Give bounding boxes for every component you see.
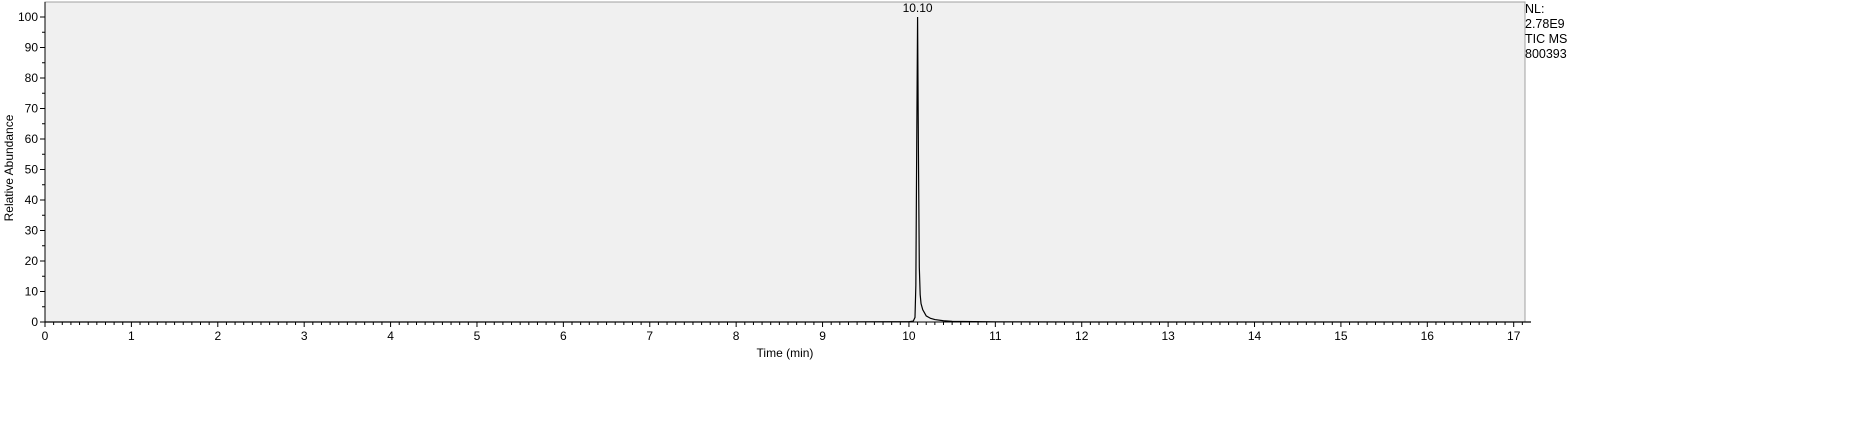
x-tick-label: 2 (214, 329, 221, 343)
x-tick-label: 1 (128, 329, 135, 343)
y-tick-label: 40 (25, 193, 39, 207)
x-tick-label: 0 (42, 329, 49, 343)
x-tick-label: 16 (1421, 329, 1435, 343)
trace-annotation: NL: 2.78E9 TIC MS 800393 (1525, 2, 1567, 62)
x-tick-label: 12 (1075, 329, 1089, 343)
x-tick-label: 11 (989, 329, 1002, 343)
y-tick-label: 50 (25, 163, 39, 177)
nl-value: 2.78E9 (1525, 17, 1565, 31)
scan-type: TIC MS (1525, 32, 1568, 46)
x-tick-label: 4 (387, 329, 394, 343)
peak-label: 10.10 (903, 1, 933, 15)
x-tick-label: 15 (1334, 329, 1348, 343)
x-tick-label: 7 (646, 329, 653, 343)
x-tick-label: 6 (560, 329, 567, 343)
y-tick-label: 30 (25, 224, 39, 238)
x-tick-label: 17 (1507, 329, 1521, 343)
x-tick-label: 3 (301, 329, 308, 343)
sample-id: 800393 (1525, 47, 1567, 61)
y-tick-label: 60 (25, 132, 39, 146)
y-tick-label: 70 (25, 102, 39, 116)
x-tick-label: 10 (902, 329, 916, 343)
x-axis-label: Time (min) (757, 346, 814, 360)
y-tick-label: 20 (25, 254, 39, 268)
x-tick-label: 8 (733, 329, 740, 343)
x-tick-label: 14 (1248, 329, 1262, 343)
nl-label: NL: (1525, 2, 1545, 16)
y-tick-label: 80 (25, 71, 39, 85)
y-tick-label: 100 (18, 10, 38, 24)
x-tick-label: 9 (819, 329, 826, 343)
y-axis-ticks: 0 10 20 30 40 50 60 70 80 90 100 (18, 10, 45, 329)
x-tick-label: 5 (474, 329, 481, 343)
peak-labels: 10.10 (903, 1, 933, 15)
plot-area (44, 1, 1526, 323)
x-tick-label: 13 (1161, 329, 1175, 343)
y-tick-label: 90 (25, 41, 39, 55)
y-tick-label: 0 (31, 315, 38, 329)
y-tick-label: 10 (25, 285, 39, 299)
x-axis-ticks: 0 1 2 3 4 5 6 7 8 9 10 11 12 13 14 15 16 17 (42, 322, 1523, 343)
y-axis-label: Relative Abundance (2, 114, 16, 221)
